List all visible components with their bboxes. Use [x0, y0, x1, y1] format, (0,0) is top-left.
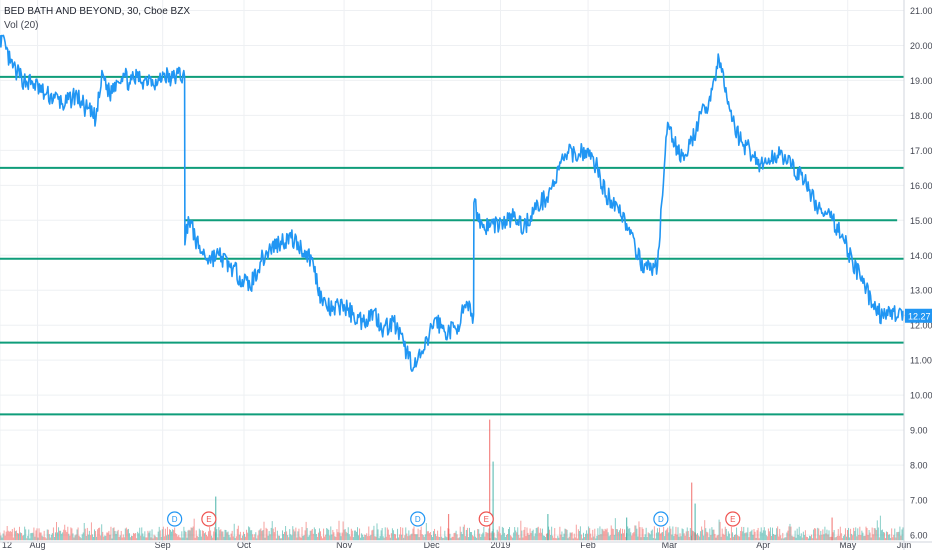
- y-tick-label: 21.00: [910, 6, 932, 16]
- y-tick-label: 20.00: [910, 41, 932, 51]
- dividend-marker: D: [167, 511, 183, 527]
- y-tick-label: 15.00: [910, 216, 932, 226]
- marker-circle: [167, 511, 183, 527]
- x-tick-label: 2019: [490, 540, 510, 550]
- marker-circle: [725, 511, 741, 527]
- symbol-legend: BED BATH AND BEYOND, 30, Cboe BZX: [4, 6, 190, 17]
- marker-circle: [201, 511, 217, 527]
- volume-legend: Vol (20): [4, 20, 39, 31]
- marker-circle: [410, 511, 426, 527]
- dividend-marker: D: [410, 511, 426, 527]
- x-tick-label: Mar: [662, 540, 678, 550]
- marker-circle: [478, 511, 494, 527]
- marker-label: D: [172, 515, 178, 524]
- price-line: [0, 34, 905, 372]
- y-tick-label: 11.00: [910, 356, 932, 366]
- volume-bars: [0, 419, 904, 541]
- marker-label: E: [206, 515, 211, 524]
- price-series: [0, 34, 905, 372]
- marker-label: D: [658, 515, 664, 524]
- y-tick-label: 7.00: [910, 496, 928, 506]
- marker-label: E: [484, 515, 489, 524]
- x-tick-label: Apr: [756, 540, 770, 550]
- x-tick-label: Sep: [155, 540, 171, 550]
- marker-circle: [653, 511, 669, 527]
- earnings-marker: E: [478, 511, 494, 527]
- earnings-marker: E: [201, 511, 217, 527]
- y-tick-label: 19.00: [910, 76, 932, 86]
- y-tick-label: 14.00: [910, 251, 932, 261]
- x-tick-label: Feb: [580, 540, 596, 550]
- dividend-marker: D: [653, 511, 669, 527]
- y-tick-label: 8.00: [910, 461, 928, 471]
- marker-label: D: [415, 515, 421, 524]
- y-tick-label: 12.00: [910, 321, 932, 331]
- x-tick-label: Aug: [30, 540, 46, 550]
- y-tick-label: 18.00: [910, 111, 932, 121]
- horizontal-levels: [0, 75, 904, 416]
- earnings-marker: E: [725, 511, 741, 527]
- last-price-badge: [905, 308, 932, 323]
- y-tick-label: 13.00: [910, 286, 932, 296]
- x-tick-label: Oct: [237, 540, 252, 550]
- last-price-label: 12.27: [908, 311, 931, 321]
- x-tick-label: Nov: [336, 540, 353, 550]
- grid: [0, 0, 905, 542]
- y-tick-label: 10.00: [910, 391, 932, 401]
- x-tick-label: May: [839, 540, 857, 550]
- x-tick-label: 12: [2, 540, 12, 550]
- y-tick-label: 9.00: [910, 426, 928, 436]
- x-tick-label: Dec: [424, 540, 441, 550]
- y-tick-label: 17.00: [910, 146, 932, 156]
- marker-label: E: [730, 515, 735, 524]
- y-tick-label: 16.00: [910, 181, 932, 191]
- y-tick-label: 6.00: [910, 531, 928, 541]
